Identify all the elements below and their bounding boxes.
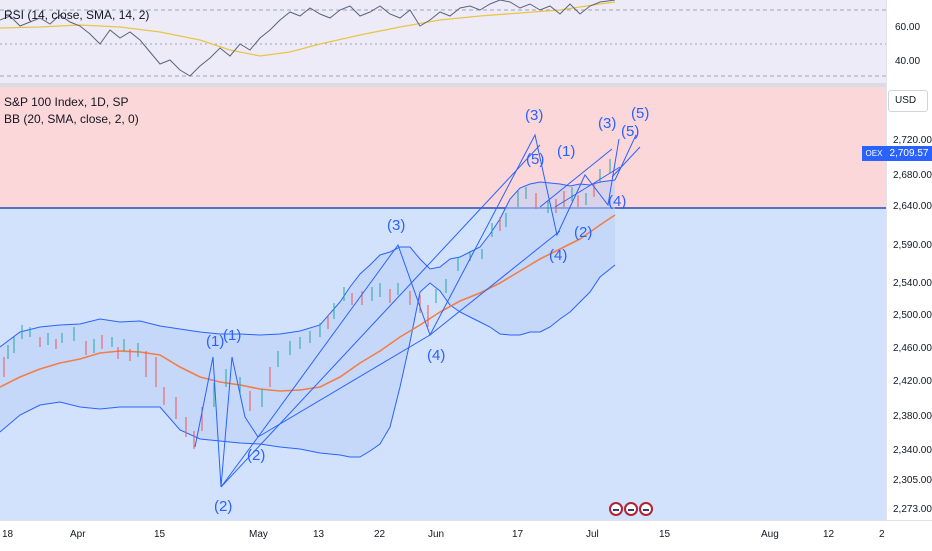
rsi-chart (0, 0, 886, 77)
bollinger-lower-line (0, 264, 616, 458)
bollinger-upper-line (0, 179, 616, 348)
price-axis-label: 2,500.00 (893, 310, 932, 321)
time-axis-label: 12 (823, 529, 835, 540)
wave-label: (2) (574, 224, 593, 241)
price-axis-label: 2,460.00 (893, 343, 932, 354)
time-axis-label: Apr (70, 529, 86, 540)
price-axis-label: 2,680.00 (893, 170, 932, 181)
price-axis-label: 2,540.00 (893, 278, 932, 289)
time-axis-label: 15 (659, 529, 671, 540)
wave-label: (4) (549, 247, 568, 264)
main-chart-pane[interactable]: S&P 100 Index, 1D, SP BB (20, SMA, close… (0, 87, 886, 520)
bollinger-basis-line (0, 214, 616, 392)
time-axis-label: Aug (761, 529, 779, 540)
price-axis-label: 2,720.00 (893, 135, 932, 146)
rsi-legend: RSI (14, close, SMA, 14, 2) (4, 8, 150, 22)
price-axis-label: 2,273.00 (893, 504, 932, 515)
upper-zone (0, 87, 886, 208)
wave-label: (5) (526, 151, 545, 168)
price-axis-label: 2,420.00 (893, 376, 932, 387)
wave-label: (5) (631, 105, 650, 122)
time-axis-label: 18 (2, 529, 14, 540)
us-flag-event-icon[interactable] (609, 502, 623, 516)
time-axis-label: 2 (879, 529, 885, 540)
price-axis[interactable]: 60.00 40.00 2,720.00 2,680.00 2,640.00 2… (886, 0, 932, 520)
rsi-line (0, 0, 616, 77)
wave-label: (5) (621, 123, 640, 140)
last-price-label: 2,709.57 (886, 146, 932, 161)
price-axis-label: 2,640.00 (893, 201, 932, 212)
wave-label: (1) (557, 143, 576, 160)
rsi-ma-line (0, 1, 616, 57)
wave-label: (2) (247, 447, 266, 464)
bollinger-fill (0, 180, 615, 457)
price-axis-label: 2,380.00 (893, 411, 932, 422)
time-axis-label: 17 (512, 529, 524, 540)
wave-label: (3) (598, 115, 617, 132)
price-axis-label: 2,590.00 (893, 240, 932, 251)
time-axis-label: Jun (428, 529, 445, 540)
symbol-price-tag: OEX (862, 146, 886, 161)
price-bars (3, 159, 611, 449)
bollinger-legend[interactable]: BB (20, SMA, close, 2, 0) (4, 112, 139, 126)
rsi-axis-label: 60.00 (895, 22, 921, 33)
wave-label: (4) (608, 193, 627, 210)
time-axis[interactable]: 18 Apr 15 May 13 22 Jun 17 Jul 15 Aug 12… (0, 520, 932, 551)
time-axis-label: 13 (313, 529, 325, 540)
wave-label: (3) (525, 107, 544, 124)
time-axis-label: Jul (586, 529, 599, 540)
price-axis-label: 2,305.00 (893, 475, 932, 486)
elliott-wave-drawings (194, 133, 641, 488)
wave-label: (2) (214, 498, 233, 515)
wave-label: (4) (427, 347, 446, 364)
currency-selector[interactable]: USD (888, 90, 928, 112)
wave-label: (3) (387, 217, 406, 234)
us-flag-event-icon[interactable] (639, 502, 653, 516)
price-axis-label: 2,340.00 (893, 445, 932, 456)
time-axis-label: May (249, 529, 268, 540)
symbol-legend[interactable]: S&P 100 Index, 1D, SP (4, 95, 129, 109)
pane-separator[interactable] (0, 83, 932, 87)
time-axis-label: 22 (374, 529, 386, 540)
time-axis-label: 15 (154, 529, 166, 540)
price-chart (0, 87, 886, 520)
rsi-axis-label: 40.00 (895, 56, 921, 67)
rsi-pane[interactable]: RSI (14, close, SMA, 14, 2) (0, 0, 886, 83)
us-flag-event-icon[interactable] (624, 502, 638, 516)
wave-label: (1) (223, 327, 242, 344)
wave-label: (1) (206, 333, 225, 350)
